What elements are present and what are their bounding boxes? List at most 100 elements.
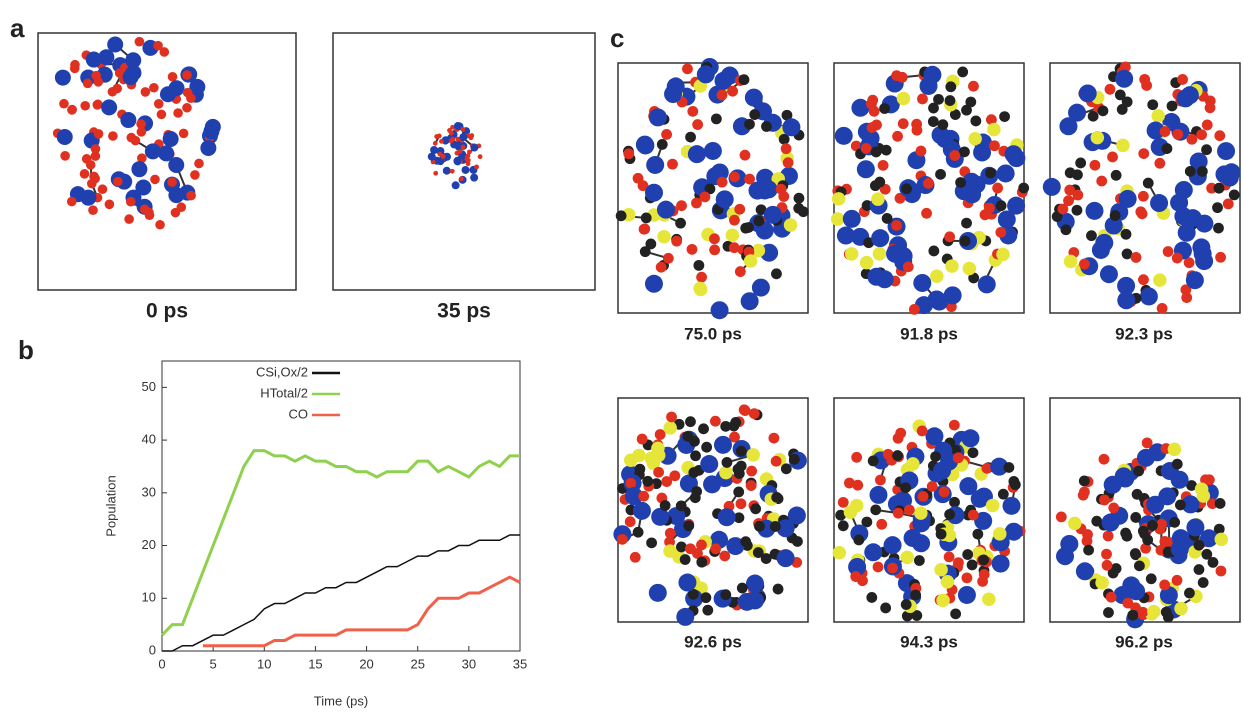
atom (727, 86, 738, 97)
atom (183, 88, 193, 98)
atom (838, 520, 849, 531)
atom (640, 246, 651, 257)
y-axis-label: Population (103, 475, 118, 536)
atom (857, 160, 875, 178)
atom (645, 184, 663, 202)
atom (993, 527, 1007, 541)
atom (838, 497, 849, 508)
atom (729, 171, 740, 182)
atom (455, 151, 460, 156)
atom (1072, 190, 1083, 201)
atom (887, 563, 898, 574)
atom (941, 575, 955, 589)
atom (1119, 190, 1137, 208)
atom (140, 204, 150, 214)
atom (930, 270, 944, 284)
atom (1008, 476, 1019, 487)
atom (898, 118, 909, 129)
atom (656, 262, 667, 273)
atom (917, 426, 928, 437)
atom (664, 85, 682, 103)
atom (169, 80, 185, 96)
x-tick-label: 0 (158, 656, 165, 671)
plot-frame (162, 361, 520, 651)
atom (944, 286, 962, 304)
atom (696, 557, 707, 568)
atom (683, 520, 694, 531)
atom (789, 454, 800, 465)
atom (963, 262, 977, 276)
atom (965, 97, 976, 108)
atom (960, 236, 971, 247)
caption: 91.8 ps (900, 324, 958, 343)
atom (1217, 142, 1235, 160)
atom (1122, 531, 1133, 542)
y-tick-label: 0 (149, 642, 156, 657)
atom (768, 433, 779, 444)
atom (693, 282, 707, 296)
atom (957, 67, 968, 78)
atom (478, 154, 483, 159)
atom (917, 94, 928, 105)
series-line (162, 451, 520, 636)
atom (676, 500, 687, 511)
atom (958, 586, 976, 604)
atom (982, 592, 996, 606)
atom (625, 478, 636, 489)
atom (740, 536, 751, 547)
atom (698, 423, 709, 434)
atom (145, 143, 161, 159)
atom (781, 143, 792, 154)
atom (961, 429, 979, 447)
atom (1133, 466, 1144, 477)
atom (623, 148, 634, 159)
atom (700, 592, 711, 603)
atom (617, 534, 628, 545)
atom (646, 537, 657, 548)
atom (959, 477, 977, 495)
atom (94, 129, 104, 139)
caption: 96.2 ps (1115, 632, 1173, 651)
atom (1103, 531, 1114, 542)
atom (633, 502, 651, 520)
caption: 92.6 ps (684, 632, 742, 651)
atom (746, 575, 764, 593)
atom (1100, 265, 1118, 283)
y-tick-label: 30 (142, 484, 156, 499)
atom (736, 498, 747, 509)
x-tick-label: 15 (308, 656, 322, 671)
atom (59, 99, 69, 109)
atom (676, 200, 687, 211)
atom (1186, 518, 1204, 536)
atom (638, 491, 649, 502)
atom (1167, 101, 1178, 112)
atom (903, 261, 914, 272)
atom (1099, 495, 1110, 506)
atom (1198, 577, 1209, 588)
atom (661, 129, 672, 140)
atom (661, 476, 672, 487)
atom (691, 198, 702, 209)
atom (1215, 252, 1226, 263)
atom (891, 220, 902, 231)
atom (150, 175, 160, 185)
atom (968, 510, 979, 521)
atom (968, 447, 979, 458)
x-axis-label: Time (ps) (314, 693, 368, 708)
atom (696, 540, 707, 551)
atom (853, 535, 864, 546)
atom (158, 145, 174, 161)
atom (798, 206, 809, 217)
atom (864, 543, 882, 561)
atom (970, 116, 981, 127)
atom (1005, 145, 1023, 163)
atom (788, 507, 806, 525)
x-tick-label: 5 (210, 656, 217, 671)
atom (754, 521, 765, 532)
atom (773, 584, 784, 595)
atom (962, 549, 973, 560)
atom (107, 36, 123, 52)
atom (1138, 274, 1149, 285)
atom (833, 546, 847, 560)
atom (461, 145, 466, 150)
